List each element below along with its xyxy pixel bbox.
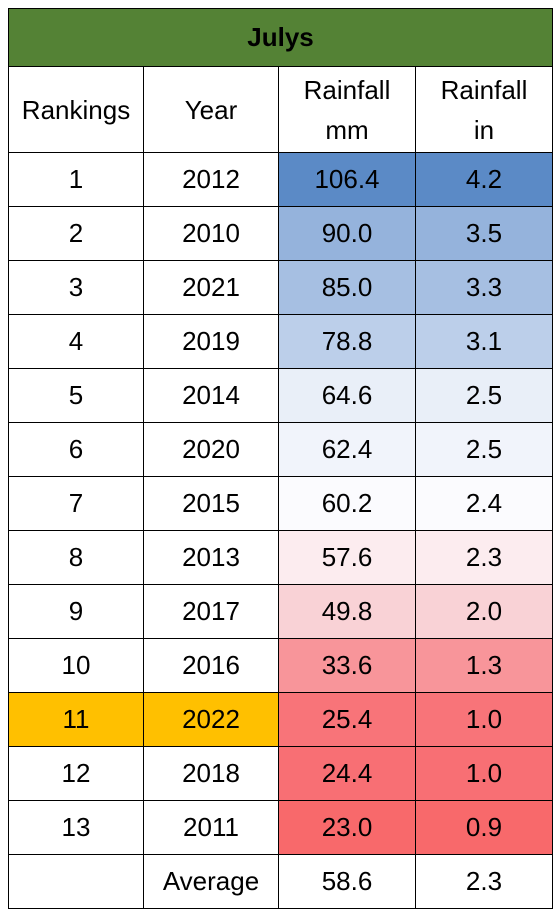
cell-rainfall-mm[interactable]: 90.0 bbox=[278, 206, 416, 261]
cell-ranking[interactable]: 4 bbox=[8, 314, 144, 369]
cell-rainfall-in[interactable]: 1.0 bbox=[415, 692, 553, 747]
cell-ranking[interactable]: 11 bbox=[8, 692, 144, 747]
table-row: 13 2011 23.0 0.9 bbox=[8, 800, 553, 855]
cell-rainfall-in[interactable]: 3.3 bbox=[415, 260, 553, 315]
header-rainfall-mm[interactable]: Rainfall mm bbox=[278, 66, 416, 153]
cell-rainfall-in[interactable]: 2.4 bbox=[415, 476, 553, 531]
table-row: 1 2012 106.4 4.2 bbox=[8, 152, 553, 207]
cell-ranking[interactable]: 10 bbox=[8, 638, 144, 693]
cell-ranking[interactable]: 2 bbox=[8, 206, 144, 261]
cell-ranking[interactable]: 7 bbox=[8, 476, 144, 531]
header-rainfall-in-line2: in bbox=[473, 114, 495, 145]
table-row: 6 2020 62.4 2.5 bbox=[8, 422, 553, 477]
cell-year[interactable]: 2019 bbox=[143, 314, 279, 369]
cell-rainfall-mm[interactable]: 49.8 bbox=[278, 584, 416, 639]
table-row: 8 2013 57.6 2.3 bbox=[8, 530, 553, 585]
cell-rainfall-in[interactable]: 1.3 bbox=[415, 638, 553, 693]
cell-rainfall-mm[interactable]: 78.8 bbox=[278, 314, 416, 369]
cell-ranking[interactable]: 8 bbox=[8, 530, 144, 585]
cell-rainfall-in[interactable]: 3.5 bbox=[415, 206, 553, 261]
header-rainfall-mm-line1: Rainfall bbox=[303, 74, 391, 105]
cell-rainfall-in[interactable]: 3.1 bbox=[415, 314, 553, 369]
cell-rainfall-mm[interactable]: 62.4 bbox=[278, 422, 416, 477]
table-row: 5 2014 64.6 2.5 bbox=[8, 368, 553, 423]
average-row: Average 58.6 2.3 bbox=[8, 854, 553, 909]
header-rainfall-in-line1: Rainfall bbox=[440, 74, 528, 105]
cell-year[interactable]: 2022 bbox=[143, 692, 279, 747]
average-rainfall-mm[interactable]: 58.6 bbox=[278, 854, 416, 909]
cell-year[interactable]: 2011 bbox=[143, 800, 279, 855]
cell-ranking[interactable]: 9 bbox=[8, 584, 144, 639]
table-row: 4 2019 78.8 3.1 bbox=[8, 314, 553, 369]
cell-rainfall-in[interactable]: 4.2 bbox=[415, 152, 553, 207]
table-row: 11 2022 25.4 1.0 bbox=[8, 692, 553, 747]
cell-empty[interactable] bbox=[8, 854, 144, 909]
cell-ranking[interactable]: 6 bbox=[8, 422, 144, 477]
cell-rainfall-in[interactable]: 2.5 bbox=[415, 422, 553, 477]
table-row: 2 2010 90.0 3.5 bbox=[8, 206, 553, 261]
cell-year[interactable]: 2010 bbox=[143, 206, 279, 261]
average-rainfall-in[interactable]: 2.3 bbox=[415, 854, 553, 909]
cell-rainfall-mm[interactable]: 24.4 bbox=[278, 746, 416, 801]
cell-ranking[interactable]: 3 bbox=[8, 260, 144, 315]
header-rainfall-in[interactable]: Rainfall in bbox=[415, 66, 553, 153]
cell-rainfall-in[interactable]: 2.3 bbox=[415, 530, 553, 585]
table-row: 7 2015 60.2 2.4 bbox=[8, 476, 553, 531]
cell-year[interactable]: 2014 bbox=[143, 368, 279, 423]
cell-rainfall-mm[interactable]: 106.4 bbox=[278, 152, 416, 207]
cell-year[interactable]: 2018 bbox=[143, 746, 279, 801]
cell-year[interactable]: 2020 bbox=[143, 422, 279, 477]
table-row: 12 2018 24.4 1.0 bbox=[8, 746, 553, 801]
cell-ranking[interactable]: 13 bbox=[8, 800, 144, 855]
table-row: 10 2016 33.6 1.3 bbox=[8, 638, 553, 693]
rainfall-table: Julys Rankings Year Rainfall mm Rainfall… bbox=[8, 8, 553, 909]
header-rainfall-mm-line2: mm bbox=[325, 114, 369, 145]
cell-rainfall-mm[interactable]: 57.6 bbox=[278, 530, 416, 585]
cell-year[interactable]: 2017 bbox=[143, 584, 279, 639]
cell-rainfall-mm[interactable]: 33.6 bbox=[278, 638, 416, 693]
cell-rainfall-mm[interactable]: 64.6 bbox=[278, 368, 416, 423]
cell-rainfall-in[interactable]: 1.0 bbox=[415, 746, 553, 801]
cell-rainfall-mm[interactable]: 85.0 bbox=[278, 260, 416, 315]
table-row: 9 2017 49.8 2.0 bbox=[8, 584, 553, 639]
cell-rainfall-in[interactable]: 2.0 bbox=[415, 584, 553, 639]
cell-year[interactable]: 2012 bbox=[143, 152, 279, 207]
cell-ranking[interactable]: 1 bbox=[8, 152, 144, 207]
cell-rainfall-mm[interactable]: 25.4 bbox=[278, 692, 416, 747]
cell-rainfall-in[interactable]: 0.9 bbox=[415, 800, 553, 855]
cell-rainfall-mm[interactable]: 60.2 bbox=[278, 476, 416, 531]
cell-year[interactable]: 2021 bbox=[143, 260, 279, 315]
average-label[interactable]: Average bbox=[143, 854, 279, 909]
cell-year[interactable]: 2016 bbox=[143, 638, 279, 693]
header-year[interactable]: Year bbox=[143, 66, 279, 153]
cell-rainfall-in[interactable]: 2.5 bbox=[415, 368, 553, 423]
cell-ranking[interactable]: 12 bbox=[8, 746, 144, 801]
table-row: 3 2021 85.0 3.3 bbox=[8, 260, 553, 315]
cell-ranking[interactable]: 5 bbox=[8, 368, 144, 423]
cell-rainfall-mm[interactable]: 23.0 bbox=[278, 800, 416, 855]
cell-year[interactable]: 2013 bbox=[143, 530, 279, 585]
table-title[interactable]: Julys bbox=[8, 8, 553, 67]
cell-year[interactable]: 2015 bbox=[143, 476, 279, 531]
header-rankings[interactable]: Rankings bbox=[8, 66, 144, 153]
